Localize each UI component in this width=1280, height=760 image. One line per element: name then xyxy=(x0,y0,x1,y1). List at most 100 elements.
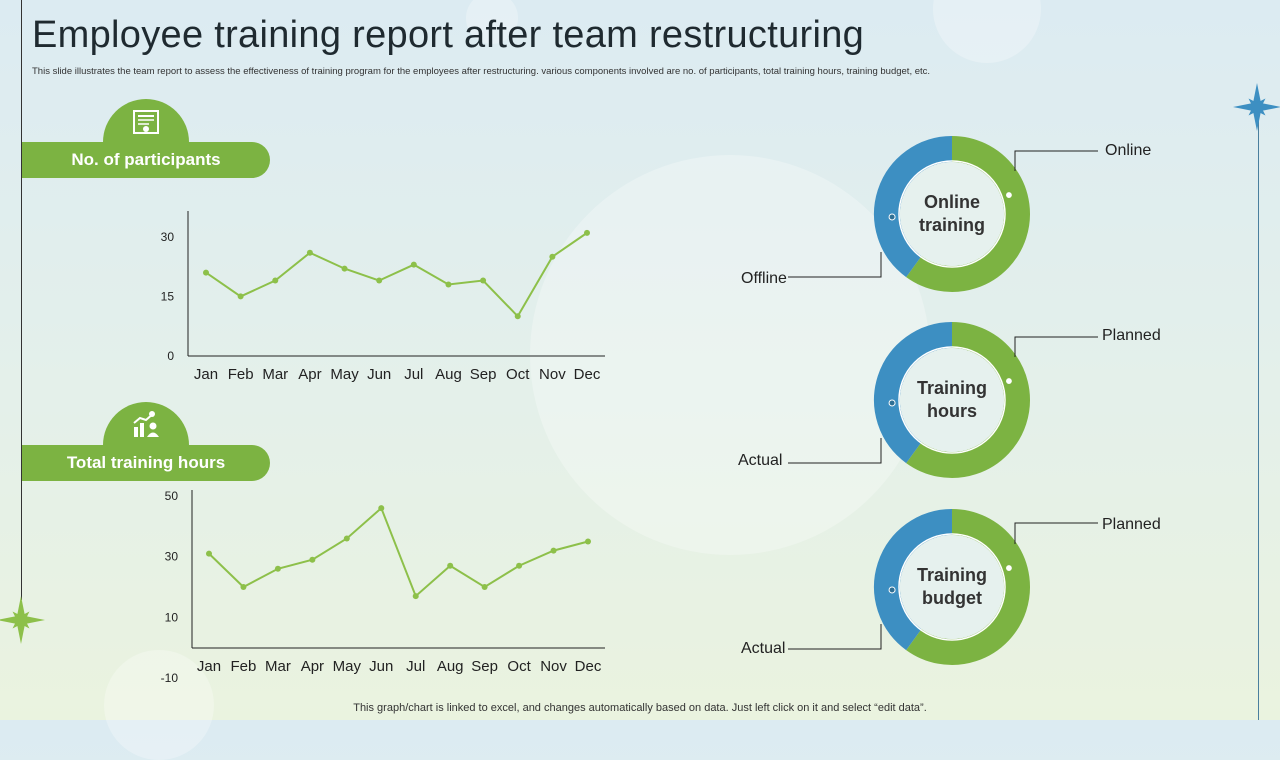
donut-hole xyxy=(900,162,1004,266)
data-point xyxy=(206,550,212,557)
callout-marker-primary xyxy=(1004,190,1014,200)
data-point xyxy=(274,565,281,572)
training-hours-center-label: Training hours xyxy=(916,378,987,421)
data-point xyxy=(237,293,244,300)
left-divider-line xyxy=(21,0,22,600)
callout-online: Online xyxy=(1105,142,1152,159)
training-hours-donut-chart xyxy=(874,322,1030,478)
connector-budget-actual xyxy=(788,624,882,650)
x-tick-label: Feb xyxy=(228,366,254,383)
data-point xyxy=(481,584,488,590)
page-subtitle: This slide illustrates the team report t… xyxy=(32,66,931,77)
data-point xyxy=(514,313,521,320)
x-tick-label: Sep xyxy=(470,366,497,383)
callout-marker-secondary xyxy=(888,213,896,221)
x-tick-label: Apr xyxy=(298,366,321,383)
x-tick-label: Jan xyxy=(197,658,221,675)
x-tick-label: Aug xyxy=(437,658,464,675)
y-tick-label: 15 xyxy=(161,289,175,303)
y-tick-label: 30 xyxy=(161,230,175,244)
x-tick-label: Dec xyxy=(575,658,602,675)
callout-hours-planned: Planned xyxy=(1102,327,1161,344)
green-star-icon xyxy=(0,596,45,644)
data-point xyxy=(240,584,247,590)
series-line xyxy=(205,232,588,318)
page-title: Employee training report after team rest… xyxy=(32,14,865,56)
data-point xyxy=(480,277,487,284)
data-point xyxy=(309,556,316,563)
connector-offline xyxy=(788,252,882,278)
x-tick-label: Aug xyxy=(435,366,462,383)
data-point xyxy=(203,269,209,276)
connector-hours-planned xyxy=(1014,336,1098,357)
data-point xyxy=(378,505,385,512)
training-hours-donut: Training hours xyxy=(872,320,1032,480)
donut-slice-planned xyxy=(906,322,1030,478)
series-line xyxy=(208,506,589,598)
callout-budget-actual: Actual xyxy=(741,640,786,657)
callout-offline: Offline xyxy=(741,270,787,287)
callout-connectors xyxy=(788,150,1098,650)
donut-hole xyxy=(900,348,1004,452)
callout-marker-secondary xyxy=(888,399,896,407)
training-budget-center-label: Training budget xyxy=(916,565,987,608)
data-point xyxy=(584,229,590,236)
x-tick-label: May xyxy=(330,366,359,383)
connector-budget-planned xyxy=(1014,522,1098,544)
donut-slice-online xyxy=(906,136,1030,292)
callout-hours-actual: Actual xyxy=(738,452,783,469)
x-tick-label: Jun xyxy=(369,658,393,675)
data-point xyxy=(412,593,419,600)
donut-inner-ring xyxy=(898,160,1006,268)
donut-hole xyxy=(900,535,1004,639)
x-tick-label: Apr xyxy=(301,658,324,675)
data-point xyxy=(410,261,417,268)
donut-slice-actual xyxy=(874,322,953,464)
x-tick-label: May xyxy=(333,658,362,675)
x-tick-label: Oct xyxy=(507,658,531,675)
y-tick-label: 10 xyxy=(165,610,179,624)
donut-slice-actual xyxy=(874,509,953,651)
donut-inner-ring xyxy=(898,346,1006,454)
hours-section-tab: Total training hours xyxy=(22,402,270,481)
training-hours-line-chart: -10 10 30 50 Jan Feb Mar Apr May Jun Jul Aug Sep Oct N… xyxy=(161,489,605,685)
data-point xyxy=(445,281,452,288)
x-tick-label: Jun xyxy=(367,366,391,383)
online-training-donut-chart xyxy=(874,136,1030,292)
data-point xyxy=(272,277,279,284)
online-training-center-label: Online training xyxy=(919,192,985,235)
training-budget-donut: Training budget xyxy=(872,507,1032,667)
x-tick-label: Nov xyxy=(539,366,566,383)
x-tick-label: Dec xyxy=(574,366,601,383)
data-point xyxy=(306,249,313,256)
x-tick-label: Jul xyxy=(406,658,425,675)
x-tick-label: Jul xyxy=(404,366,423,383)
callout-marker-secondary xyxy=(888,586,896,594)
y-tick-label: -10 xyxy=(161,671,179,685)
blue-star-icon xyxy=(1233,83,1280,131)
background-circle-large xyxy=(530,155,930,555)
donut-inner-ring xyxy=(898,533,1006,641)
presentation-growth-icon xyxy=(133,411,159,437)
y-tick-label: 50 xyxy=(165,489,179,503)
callout-budget-planned: Planned xyxy=(1102,516,1161,533)
x-tick-label: Nov xyxy=(540,658,567,675)
x-tick-label: Mar xyxy=(262,366,288,383)
x-tick-label: Oct xyxy=(506,366,530,383)
x-tick-label: Jan xyxy=(194,366,218,383)
y-tick-label: 0 xyxy=(167,349,174,363)
x-tick-label: Sep xyxy=(471,658,498,675)
certificate-icon xyxy=(133,110,159,134)
callout-marker-primary xyxy=(1004,563,1014,573)
donut-slice-planned xyxy=(906,509,1030,665)
x-tick-label: Feb xyxy=(231,658,257,675)
connector-hours-actual xyxy=(788,438,882,464)
footer-note: This graph/chart is linked to excel, and… xyxy=(353,702,927,714)
right-divider-line xyxy=(1258,120,1259,720)
data-point xyxy=(550,547,557,554)
data-point xyxy=(516,562,523,569)
participants-line-chart: 0 15 30 Jan Feb Mar Apr May Jun Jul Aug Sep Oct Nov De… xyxy=(161,211,605,383)
participants-label: No. of participants xyxy=(22,142,270,178)
data-point xyxy=(549,253,556,260)
background-circle-small xyxy=(466,0,518,44)
